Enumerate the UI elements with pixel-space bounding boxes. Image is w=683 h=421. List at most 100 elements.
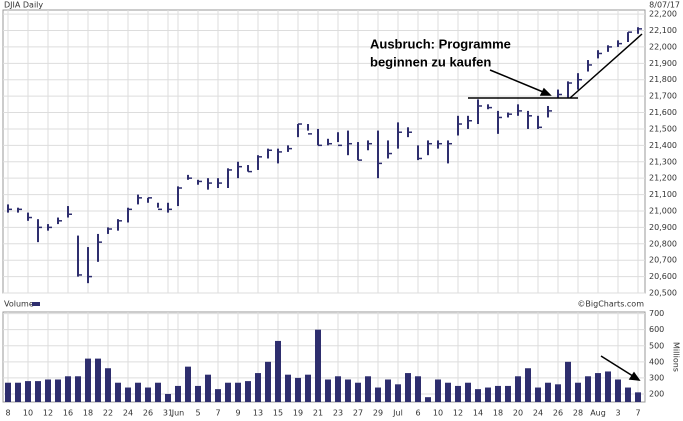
volume-bar: [555, 384, 561, 402]
y-tick-label: 20,600: [649, 272, 677, 281]
volume-bar: [315, 329, 321, 402]
x-tick-label: 22: [103, 409, 113, 418]
volume-bar: [585, 376, 591, 402]
volume-bar: [125, 387, 131, 402]
y-tick-label: 21,600: [649, 108, 677, 117]
volume-bar: [485, 387, 491, 402]
y-tick-label: 600: [649, 325, 664, 334]
x-tick-label: Aug: [590, 409, 606, 418]
x-tick-label: 9: [235, 409, 240, 418]
volume-bar: [255, 373, 261, 402]
volume-bar: [425, 397, 431, 402]
volume-legend-mark: [32, 302, 40, 306]
volume-bar: [625, 387, 631, 402]
x-tick-label: 7: [215, 409, 220, 418]
volume-bar: [115, 382, 121, 402]
volume-bar: [245, 381, 251, 402]
volume-bar: [55, 379, 61, 402]
y-tick-label: 21,100: [649, 190, 677, 199]
y-tick-label: 20,700: [649, 256, 677, 265]
x-tick-label: 3: [615, 409, 620, 418]
x-tick-label: Jul: [392, 409, 403, 418]
volume-bar: [495, 385, 501, 402]
volume-bar: [145, 387, 151, 402]
y-tick-label: 20,500: [649, 289, 677, 298]
y-tick-label: 300: [649, 373, 664, 382]
volume-bar: [75, 376, 81, 402]
y-tick-label: 20,900: [649, 223, 677, 232]
arrow-head: [539, 87, 552, 96]
volume-bar: [375, 387, 381, 402]
y-tick-label: 500: [649, 341, 664, 350]
x-tick-label: 16: [63, 409, 73, 418]
y-tick-label: 20,800: [649, 239, 677, 248]
volume-bar: [575, 382, 581, 402]
x-tick-label: 12: [453, 409, 463, 418]
price-frame: [2, 9, 646, 294]
x-tick-label: 27: [353, 409, 363, 418]
volume-bar: [15, 382, 21, 402]
arrow-line: [489, 69, 549, 95]
y-tick-label: 200: [649, 389, 664, 398]
volume-bar: [105, 368, 111, 402]
volume-bar: [295, 377, 301, 402]
volume-bar: [225, 382, 231, 402]
volume-arrow-head: [628, 371, 641, 381]
x-tick-label: 19: [293, 409, 303, 418]
y-tick-label: 21,200: [649, 174, 677, 183]
x-tick-label: 24: [533, 409, 543, 418]
x-tick-label: 6: [415, 409, 420, 418]
volume-bar: [385, 379, 391, 402]
x-tick-label: 24: [123, 409, 133, 418]
volume-bar: [175, 385, 181, 402]
x-tick-label: 13: [253, 409, 263, 418]
marks: [5, 27, 642, 402]
volume-arrow-line: [600, 355, 637, 379]
grid: [3, 10, 645, 402]
y-tick-label: 21,500: [649, 124, 677, 133]
volume-bar: [455, 385, 461, 402]
volume-bar: [285, 374, 291, 402]
volume-bar: [465, 382, 471, 402]
x-tick-label: 10: [433, 409, 443, 418]
annotation: beginnen zu kaufen: [370, 54, 491, 69]
volume-bar: [95, 358, 101, 402]
volume-bar: [445, 382, 451, 402]
volume-bar: [45, 379, 51, 402]
volume-bar: [35, 381, 41, 402]
y-tick-label: 21,400: [649, 141, 677, 150]
volume-bar: [185, 366, 191, 402]
volume-bar: [345, 379, 351, 402]
volume-bar: [325, 379, 331, 402]
volume-bar: [595, 373, 601, 402]
volume-bar: [615, 379, 621, 402]
volume-bar: [265, 361, 271, 402]
x-tick-label: 14: [473, 409, 483, 418]
trend-line: [569, 33, 643, 99]
x-tick-label: 21: [313, 409, 323, 418]
y-tick-label: 21,900: [649, 59, 677, 68]
x-tick-label: 23: [333, 409, 343, 418]
x-tick-label: 18: [493, 409, 503, 418]
x-tick-label: 5: [195, 409, 200, 418]
y-tick-label: 700: [649, 309, 664, 318]
annotation: Ausbruch: Programme: [370, 36, 511, 51]
x-tick-label: 15: [273, 409, 283, 418]
x-tick-label: 28: [573, 409, 583, 418]
volume-bar: [165, 393, 171, 402]
volume-bar: [355, 382, 361, 402]
volume-bar: [305, 374, 311, 402]
y-axis-label: Millions: [672, 342, 681, 372]
y-tick-label: 21,800: [649, 75, 677, 84]
volume-bar: [395, 384, 401, 402]
volume-bar: [605, 371, 611, 402]
volume-bar: [65, 376, 71, 402]
volume-bar: [195, 385, 201, 402]
y-tick-label: 22,100: [649, 26, 677, 35]
volume-bar: [205, 374, 211, 402]
volume-bar: [635, 392, 641, 402]
volume-bar: [5, 382, 11, 402]
volume-bar: [85, 358, 91, 402]
